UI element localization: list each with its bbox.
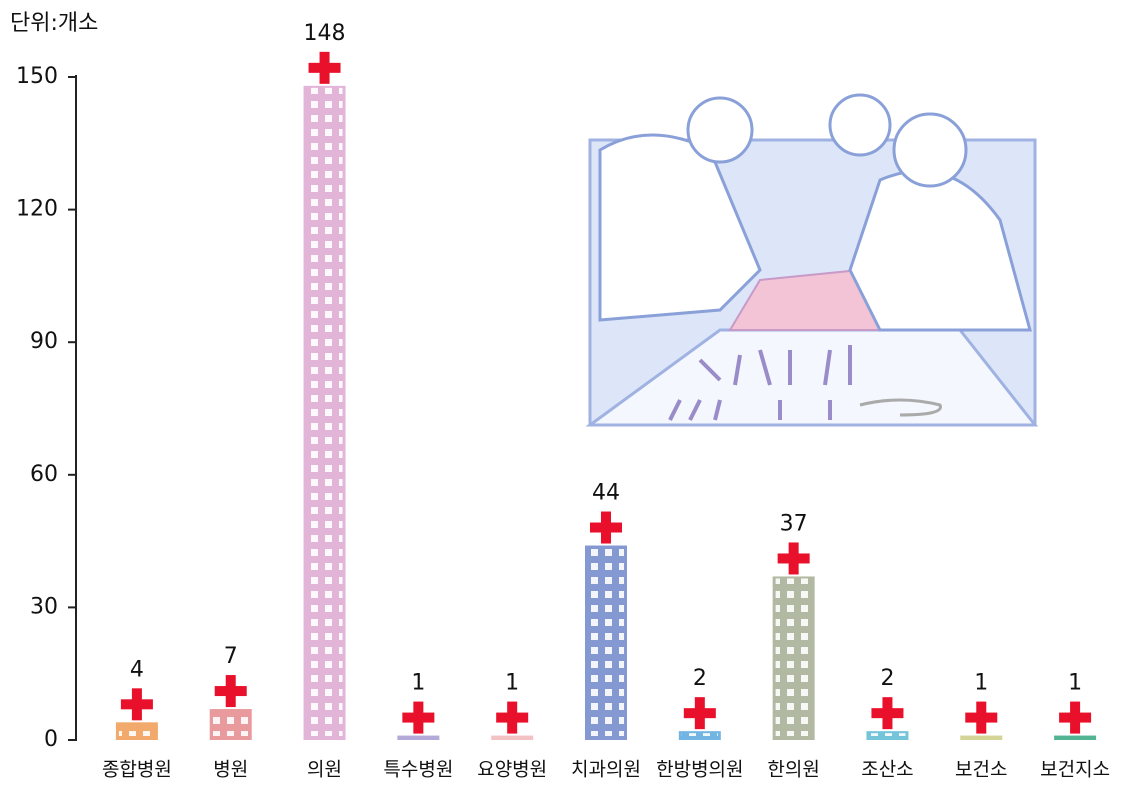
x-tick-label: 요양병원 [477,759,547,781]
unit-label: 단위:개소 [10,11,98,36]
x-tick-label: 한방병의원 [656,759,743,781]
value-label: 1 [974,671,988,696]
cross [882,697,893,730]
cross [225,675,236,708]
bar [397,735,440,740]
value-label: 2 [693,666,707,691]
cross [694,697,705,730]
x-tick-label: 보건소 [955,759,1007,781]
bar-windows [775,578,812,736]
bar-windows [212,711,249,736]
illustration [585,93,1039,427]
bar [960,735,1003,740]
bar [491,735,534,740]
x-tick-label: 한의원 [767,759,819,781]
y-tick-label: 60 [30,462,58,487]
cross [413,701,424,734]
y-tick-label: 90 [30,329,58,354]
x-tick-label: 보건지소 [1040,759,1110,781]
value-label: 37 [780,511,808,536]
bar-windows [306,87,343,737]
cross [1070,701,1081,734]
value-label: 1 [411,671,425,696]
y-tick-label: 0 [44,727,58,752]
bar-windows [588,547,624,736]
value-label: 1 [1068,671,1082,696]
bar [1054,735,1097,740]
y-tick-label: 120 [16,197,58,222]
cross [131,688,142,721]
cross [319,51,330,84]
value-label: 1 [505,671,519,696]
bar-windows [869,733,906,736]
y-tick-label: 150 [16,64,58,89]
value-label: 2 [880,666,894,691]
value-label: 148 [304,21,346,46]
value-label: 4 [130,657,144,682]
x-tick-label: 병원 [213,759,248,781]
value-label: 7 [224,644,238,669]
bar-windows [681,733,718,736]
x-tick-label: 의원 [307,759,342,781]
cross [507,701,518,734]
cross [976,701,987,734]
x-tick-label: 특수병원 [383,759,453,781]
y-tick-label: 30 [30,594,58,619]
value-label: 44 [592,481,620,506]
cross [601,511,611,544]
x-tick-label: 치과의원 [571,759,641,781]
x-tick-label: 조산소 [861,759,913,781]
x-tick-label: 종합병원 [102,759,172,781]
bar-windows [118,724,155,736]
cross [788,542,799,575]
